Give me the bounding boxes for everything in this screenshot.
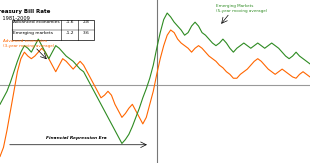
Text: 3.6: 3.6 bbox=[83, 31, 90, 35]
Text: Emerging markets: Emerging markets bbox=[13, 31, 53, 35]
Text: 1945-1980  1981-2009: 1945-1980 1981-2009 bbox=[0, 16, 30, 21]
Text: Advanced economies: Advanced economies bbox=[13, 20, 60, 24]
Text: Emerging Markets
(5-year moving average): Emerging Markets (5-year moving average) bbox=[216, 4, 267, 13]
Text: Financial Repression Era: Financial Repression Era bbox=[46, 135, 107, 140]
Text: 2.8: 2.8 bbox=[83, 20, 90, 24]
Text: Advanced economies
(3-year moving average): Advanced economies (3-year moving averag… bbox=[3, 39, 55, 48]
Text: -1.6: -1.6 bbox=[65, 20, 74, 24]
Text: Average Real Treasury Bill Rate: Average Real Treasury Bill Rate bbox=[0, 9, 51, 14]
Text: -1.2: -1.2 bbox=[65, 31, 74, 35]
